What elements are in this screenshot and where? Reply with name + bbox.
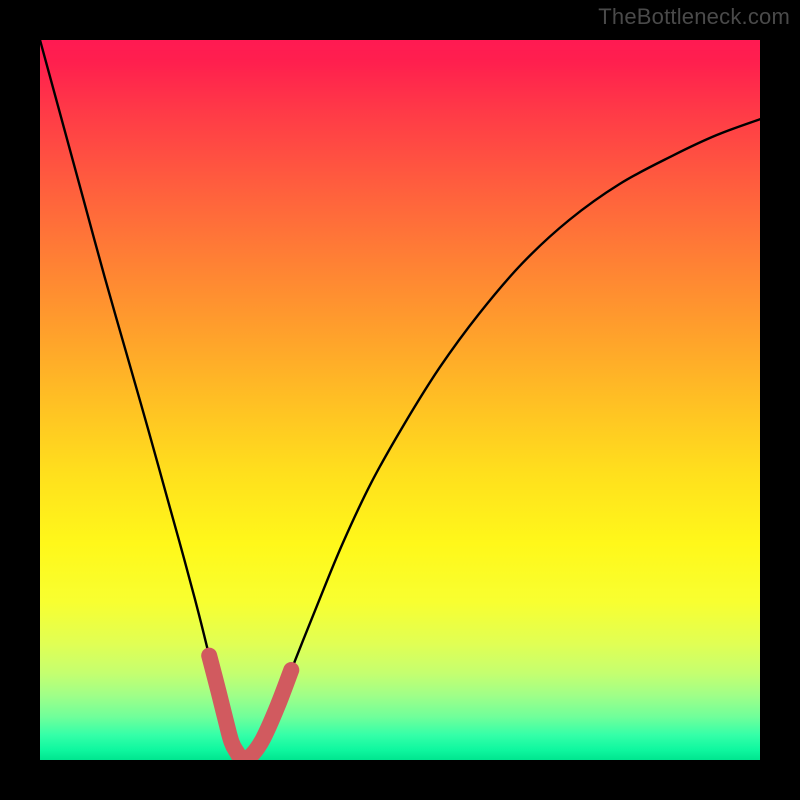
plot-area: [40, 40, 760, 760]
chart-frame: TheBottleneck.com: [0, 0, 800, 800]
curve-right-branch: [243, 119, 760, 760]
curve-layer: [40, 40, 760, 760]
watermark-text: TheBottleneck.com: [598, 4, 790, 30]
bottleneck-highlight: [209, 656, 291, 760]
